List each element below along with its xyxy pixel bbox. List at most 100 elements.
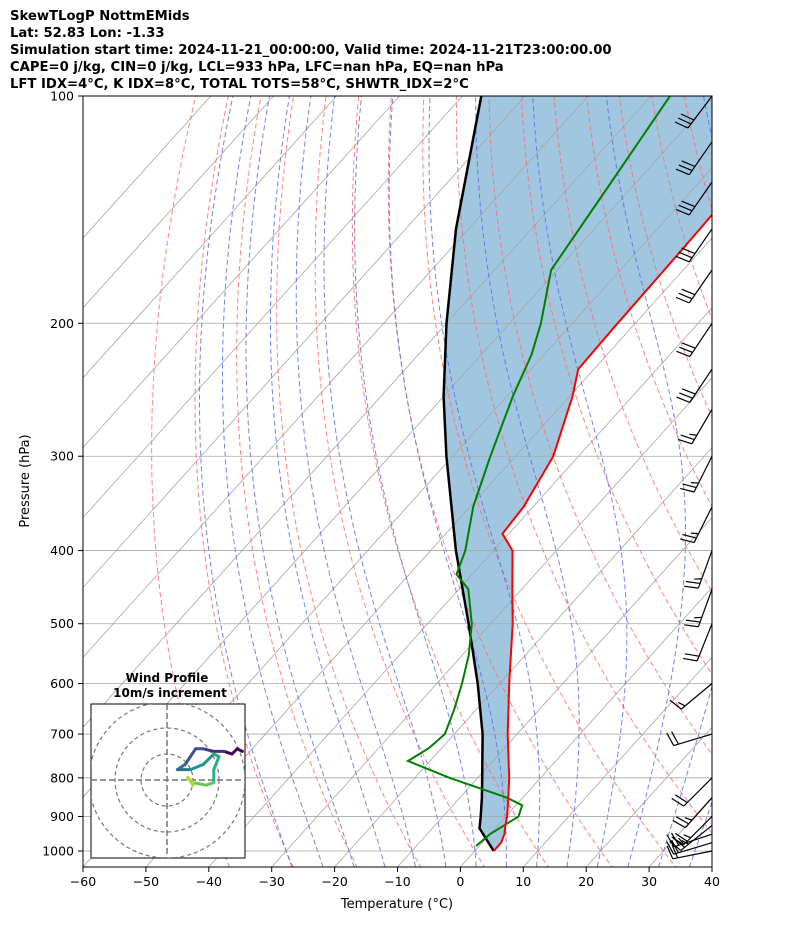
- moist-adiabat-line: [715, 83, 794, 883]
- wind-barb-full: [681, 342, 696, 349]
- wind-barb-full: [674, 832, 688, 842]
- wind-barb: [678, 409, 713, 445]
- isotherm-line: [83, 96, 526, 589]
- isotherm-line: [83, 96, 275, 309]
- x-tick-label: −40: [196, 874, 222, 889]
- x-tick-label: −60: [70, 874, 96, 889]
- location-line: Lat: 52.83 Lon: -1.33: [10, 26, 165, 41]
- wind-barb-full: [684, 653, 700, 657]
- hodograph-segment: [212, 755, 221, 772]
- wind-barb: [684, 550, 713, 589]
- wind-barb-full: [674, 794, 688, 804]
- wind-barb-full: [679, 346, 693, 353]
- wind-barb-full: [669, 699, 682, 710]
- wind-barb-staff: [680, 683, 713, 710]
- dry-adiabat-line: [651, 96, 712, 321]
- isotherm-line: [208, 307, 712, 867]
- dry-adiabat-line: [314, 96, 486, 867]
- wind-barb: [675, 141, 713, 176]
- isotherm-line: [145, 237, 712, 867]
- wind-barb-staff: [696, 623, 713, 662]
- hodograph-title: Wind Profile: [126, 671, 209, 685]
- isotherm-line: [761, 61, 794, 882]
- moist-adiabat-line: [354, 96, 477, 867]
- isotherm-line: [334, 447, 712, 867]
- wind-barb-full: [671, 844, 679, 859]
- wind-barb-half: [683, 834, 692, 839]
- y-tick-label: 200: [50, 316, 74, 331]
- dry-adiabat-line: [586, 96, 712, 508]
- cape-line: CAPE=0 j/kg, CIN=0 j/kg, LCL=933 hPa, LF…: [10, 60, 504, 75]
- isotherm-line: [522, 656, 712, 867]
- wind-barb-full: [681, 388, 696, 395]
- moist-adiabat-line: [245, 96, 355, 867]
- wind-barb-staff: [672, 850, 713, 860]
- cape-cin-shading: [443, 96, 712, 851]
- wind-barb-staff: [693, 506, 713, 543]
- wind-barb-staff: [693, 455, 713, 493]
- x-tick-label: −10: [384, 874, 410, 889]
- dry-adiabat-line: [774, 63, 794, 883]
- parcel-profile-line: [442, 96, 495, 852]
- wind-barb-full: [682, 483, 697, 489]
- wind-barb-full: [666, 845, 674, 860]
- dry-adiabat-line: [422, 96, 677, 867]
- dry-adiabat-line: [684, 96, 712, 211]
- wind-barb-full: [680, 113, 695, 121]
- wind-barb-full: [684, 624, 699, 628]
- dry-adiabat-line: [351, 96, 549, 867]
- wind-barb-full: [666, 841, 675, 855]
- moist-adiabat-line: [270, 96, 386, 867]
- dry-adiabat-line: [194, 96, 294, 867]
- wind-barb: [684, 588, 713, 628]
- dry-adiabat-line: [742, 63, 794, 883]
- wind-barb-staff: [691, 409, 713, 445]
- index-line: LFT IDX=4°C, K IDX=8°C, TOTAL TOTS=58°C,…: [10, 77, 469, 92]
- dry-adiabat-line: [553, 96, 712, 593]
- wind-barb-full: [676, 350, 691, 358]
- wind-barb-full: [678, 251, 693, 259]
- y-tick-label: 500: [50, 616, 74, 631]
- wind-barb-full: [680, 487, 695, 493]
- chart-title: SkewTLogP NottmEMids: [10, 9, 190, 24]
- x-tick-label: 40: [704, 874, 720, 889]
- dry-adiabat-line: [387, 96, 613, 867]
- y-tick-label: 1000: [42, 844, 74, 859]
- y-axis-label: Pressure (hPa): [18, 434, 33, 527]
- wind-barb-half: [681, 840, 689, 845]
- isotherm-line: [83, 96, 652, 728]
- moist-adiabat-line: [295, 96, 417, 867]
- wind-barb-staff: [689, 368, 713, 403]
- moist-adiabat-line: [222, 96, 324, 867]
- wind-barb: [666, 731, 713, 747]
- wind-barb-full: [684, 585, 699, 589]
- isotherm-line: [585, 726, 712, 867]
- y-tick-label: 700: [50, 727, 74, 742]
- wind-barb-full: [675, 168, 690, 176]
- moist-adiabat-line: [388, 96, 507, 867]
- x-tick-label: 0: [456, 874, 464, 889]
- temperature-profile-line: [492, 213, 712, 852]
- wind-barb-staff: [688, 141, 713, 176]
- wind-barb: [674, 95, 713, 129]
- moist-adiabat-line: [532, 96, 628, 867]
- wind-barb-half: [678, 837, 684, 845]
- isotherm-line: [83, 96, 589, 658]
- isotherm-line: [83, 96, 212, 239]
- wind-barb-staff: [683, 816, 713, 846]
- wind-barb-full: [671, 836, 685, 846]
- dry-adiabat-line: [236, 96, 358, 867]
- x-axis-label: Temperature (°C): [340, 897, 453, 912]
- wind-barb-full: [671, 731, 680, 745]
- wind-barb-staff: [697, 588, 713, 627]
- wind-barb-full: [675, 296, 690, 304]
- wind-barb-full: [672, 820, 686, 829]
- y-tick-label: 400: [50, 543, 74, 558]
- wind-barb-staff: [688, 228, 713, 263]
- wind-barb-half: [678, 701, 686, 707]
- wind-barb: [666, 844, 713, 860]
- hodograph-inset: Wind Profile 10m/s increment: [90, 671, 246, 859]
- moist-adiabat-line: [657, 96, 712, 867]
- wind-barb-full: [682, 533, 697, 539]
